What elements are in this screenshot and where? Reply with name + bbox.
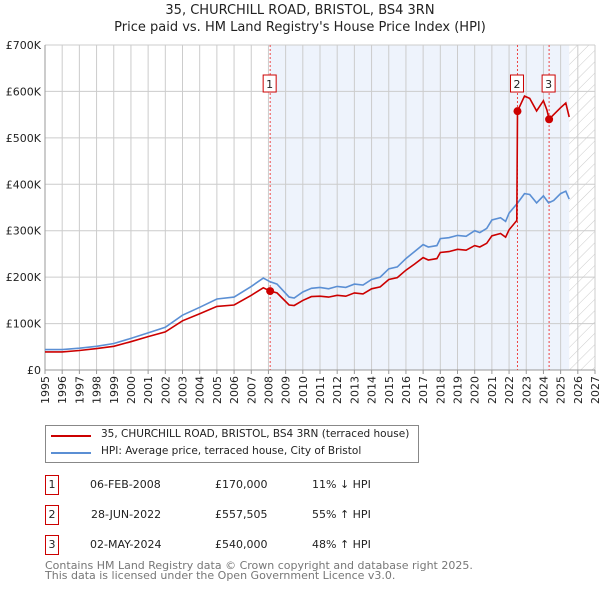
x-tick-label: 1998: [91, 376, 104, 404]
y-tick-label: £500K: [6, 132, 42, 145]
x-tick-label: 2016: [400, 376, 413, 404]
sale-price: £170,000: [215, 478, 268, 491]
legend-swatch-property: [51, 435, 91, 437]
legend-label: HPI: Average price, terraced house, City…: [101, 445, 362, 457]
y-tick-label: £400K: [6, 178, 42, 191]
sale-point: [545, 115, 554, 124]
x-tick-label: 2022: [503, 376, 516, 404]
x-tick-label: 1995: [39, 376, 52, 404]
sale-hpi-diff: 48% ↑ HPI: [312, 538, 371, 551]
x-tick-label: 2021: [486, 376, 499, 404]
x-tick-label: 2011: [314, 376, 327, 404]
x-tick-label: 1997: [73, 376, 86, 404]
y-tick-label: £0: [27, 364, 41, 377]
forecast-hatch: [569, 45, 595, 370]
x-tick-label: 1999: [108, 376, 121, 404]
x-tick-label: 2027: [589, 376, 600, 404]
sale-point: [266, 287, 275, 296]
legend: 35, CHURCHILL ROAD, BRISTOL, BS4 3RN (te…: [45, 425, 419, 463]
x-tick-label: 2004: [194, 376, 207, 404]
shaded-period: [270, 45, 570, 370]
chart-title: 35, CHURCHILL ROAD, BRISTOL, BS4 3RN: [165, 3, 435, 18]
x-tick-label: 2005: [211, 376, 224, 404]
sale-price: £540,000: [215, 538, 268, 551]
sale-marker-badge: 1: [45, 475, 59, 495]
sale-date: 06-FEB-2008: [90, 478, 161, 491]
x-tick-label: 2009: [280, 376, 293, 404]
footer-attribution: Contains HM Land Registry data © Crown c…: [45, 559, 473, 582]
x-tick-label: 2000: [125, 376, 138, 404]
sale-point: [513, 107, 522, 116]
sale-label-box: [262, 74, 277, 93]
x-tick-label: 2001: [142, 376, 155, 404]
x-tick-label: 2007: [245, 376, 258, 404]
x-tick-label: 2025: [555, 376, 568, 404]
sale-price: £557,505: [215, 508, 268, 521]
x-tick-label: 2014: [366, 376, 379, 404]
x-tick-label: 1996: [56, 376, 69, 404]
sale-hpi-diff: 11% ↓ HPI: [312, 478, 371, 491]
sale-date: 28-JUN-2022: [91, 508, 162, 521]
x-tick-label: 2020: [469, 376, 482, 404]
footer-line: This data is licensed under the Open Gov…: [45, 569, 396, 582]
sale-date: 02-MAY-2024: [90, 538, 162, 551]
x-tick-label: 2003: [177, 376, 190, 404]
x-tick-label: 2024: [537, 376, 550, 404]
y-tick-label: £200K: [6, 271, 42, 284]
x-tick-label: 2015: [383, 376, 396, 404]
x-tick-label: 2019: [452, 376, 465, 404]
y-tick-label: £600K: [6, 85, 42, 98]
x-tick-label: 2013: [348, 376, 361, 404]
price-chart: 1995 1996 1997 1998 1999 2000 2001 2002 2003 2004…: [6, 39, 600, 404]
y-tick-label: £700K: [6, 39, 42, 52]
x-tick-label: 2017: [417, 376, 430, 404]
sale-label: 3: [545, 78, 552, 91]
x-tick-label: 2002: [159, 376, 172, 404]
x-tick-label: 2010: [297, 376, 310, 404]
sale-label-box: [509, 74, 524, 93]
sale-label: 1: [266, 78, 273, 91]
y-tick-label: £300K: [6, 225, 42, 238]
footer-line: Contains HM Land Registry data © Crown c…: [45, 559, 473, 572]
x-tick-label: 2023: [520, 376, 533, 404]
y-tick-label: £100K: [6, 318, 42, 331]
chart-subtitle: Price paid vs. HM Land Registry's House …: [114, 20, 486, 35]
sale-hpi-diff: 55% ↑ HPI: [312, 508, 371, 521]
legend-label: 35, CHURCHILL ROAD, BRISTOL, BS4 3RN (te…: [101, 428, 410, 440]
sale-label: 2: [513, 78, 520, 91]
sale-label-box: [541, 74, 556, 93]
x-tick-label: 2018: [434, 376, 447, 404]
x-tick-label: 2006: [228, 376, 241, 404]
sale-marker-badge: 3: [45, 535, 59, 555]
legend-swatch-hpi: [51, 452, 91, 454]
property-price-line: [45, 95, 570, 353]
x-tick-label: 2012: [331, 376, 344, 404]
x-tick-label: 2008: [262, 376, 275, 404]
x-tick-label: 2026: [572, 376, 585, 404]
sale-marker-badge: 2: [45, 505, 59, 525]
